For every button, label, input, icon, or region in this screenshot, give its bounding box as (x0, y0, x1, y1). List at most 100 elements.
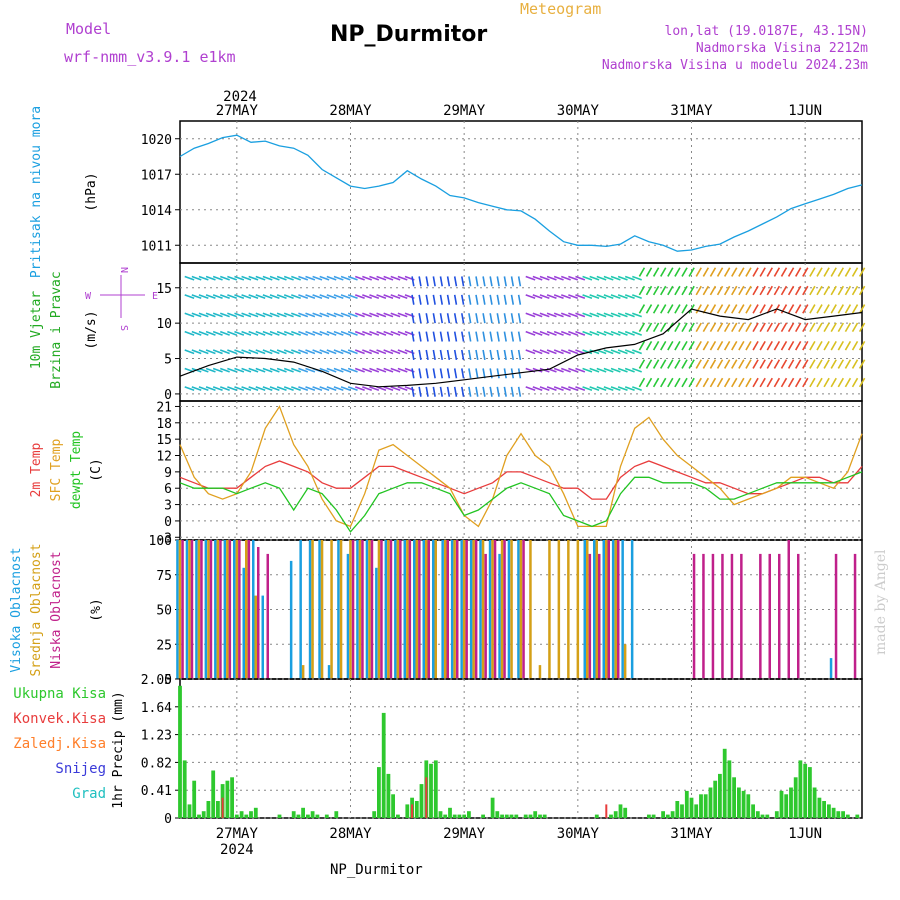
top-year-label: 2024 (223, 89, 257, 105)
wind-ytick-label: 10 (156, 317, 172, 332)
wind-barb (716, 377, 724, 388)
wind-barb (610, 367, 621, 373)
wind-barb (390, 349, 401, 355)
wind-barb (709, 340, 717, 351)
wind-barb (446, 386, 451, 397)
wind-barb (652, 377, 660, 388)
precip-total-bar (694, 804, 699, 818)
wind-barb (248, 294, 259, 300)
wind-barb (305, 349, 316, 355)
wind-barb (759, 377, 766, 388)
cloud-bar (195, 540, 198, 679)
wind-barb (766, 285, 773, 296)
cloud-bar (261, 595, 264, 679)
wind-barb (582, 349, 593, 355)
precip-total-bar (670, 811, 675, 818)
precip-total-bar (372, 811, 377, 818)
wind-barb (425, 294, 429, 305)
cloud-bar (479, 540, 482, 679)
wind-barb (241, 367, 252, 373)
wind-barb (347, 330, 358, 336)
wind-barb (823, 377, 830, 388)
wind-barb (347, 349, 358, 355)
precip-total-bar (452, 814, 457, 818)
wind-barb (660, 340, 667, 351)
wind-barb (262, 312, 273, 318)
wind-barb (830, 322, 837, 333)
wind-barb (624, 349, 635, 355)
wind-compass-e: E (152, 291, 158, 302)
wind-barb (418, 294, 422, 305)
wind-barb (198, 349, 209, 355)
precip-total-bar (405, 804, 410, 818)
precip-total-bar (722, 748, 727, 818)
wind-barb (582, 294, 593, 300)
wind-barb (525, 349, 536, 355)
wind-barb (809, 377, 816, 388)
wind-barb (823, 267, 830, 277)
precip-total-bar (443, 814, 448, 818)
wind-barb (716, 304, 724, 314)
wind-barb (645, 322, 653, 333)
wind-barb (312, 275, 323, 281)
wind-barb (638, 340, 646, 351)
precip-total-bar (789, 787, 793, 818)
wind-barb (596, 312, 607, 318)
precip-total-bar (448, 807, 452, 818)
wind-barb (269, 330, 280, 336)
wind-barb (851, 322, 859, 333)
wind-barb (475, 368, 479, 379)
wind-barb (652, 359, 660, 369)
cloud-bar (721, 553, 724, 679)
temperature-unit-label: (C) (89, 458, 104, 481)
cloud-bar (491, 540, 494, 679)
wind-barb (347, 367, 358, 373)
wind-barb (752, 340, 759, 351)
wind-barb (397, 294, 408, 300)
wind-barb (248, 367, 259, 373)
wind-barb (227, 330, 238, 336)
cloud-bar (630, 540, 634, 679)
precip-total-bar (187, 804, 192, 818)
precip-total-bar (841, 811, 845, 818)
wind-barb (369, 367, 380, 373)
wind-barb (759, 285, 766, 296)
wind-barb (610, 294, 621, 300)
cloud-bar (228, 540, 232, 679)
wind-barb (439, 368, 444, 379)
wind-barb (383, 294, 394, 300)
cloud-bar (209, 540, 213, 679)
wind-barb (816, 322, 823, 333)
wind-barb (596, 294, 607, 300)
temperature-ytick-label: 0 (164, 515, 172, 530)
pressure-ytick-label: 1020 (141, 133, 172, 148)
wind-barb (432, 276, 436, 287)
wind-barb (624, 330, 635, 336)
wind-barb (340, 386, 351, 392)
wind-barb (632, 330, 642, 336)
wind-barb (759, 340, 766, 351)
wind-barb (283, 386, 294, 392)
wind-barb (326, 294, 337, 300)
wind-barb (482, 294, 486, 305)
wind-barb (660, 322, 667, 333)
wind-compass-s: S (118, 325, 129, 331)
wind-barb (795, 340, 802, 351)
wind-barb (568, 367, 579, 373)
wind-barb (716, 322, 724, 333)
cloud-bar (299, 540, 302, 679)
precip-total-bar (845, 814, 850, 818)
wind-barb (326, 275, 337, 281)
wind-barb (844, 285, 852, 296)
cloud-bar (349, 540, 352, 679)
cloud-bar (413, 540, 416, 679)
wind-barb (823, 285, 830, 296)
wind-barb (291, 386, 301, 392)
cloud-bar (450, 540, 454, 679)
wind-barb (340, 367, 351, 373)
cloud-bar (472, 540, 475, 679)
wind-barb (787, 285, 795, 296)
wind-barb (851, 285, 859, 296)
wind-barb (702, 377, 710, 388)
wind-barb (461, 294, 465, 305)
